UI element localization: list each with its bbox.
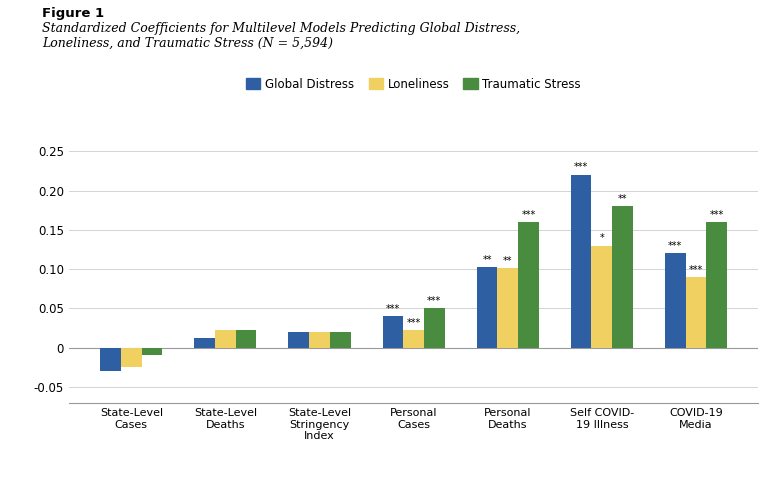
Bar <box>686 277 706 348</box>
Bar <box>424 308 445 348</box>
Text: ***: *** <box>386 304 400 314</box>
Bar <box>706 222 727 348</box>
Text: ***: *** <box>709 210 724 219</box>
Bar <box>571 175 591 348</box>
Text: Standardized Coefficients for Multilevel Models Predicting Global Distress,
Lone: Standardized Coefficients for Multilevel… <box>42 22 520 50</box>
Bar <box>309 332 330 348</box>
Legend: Global Distress, Loneliness, Traumatic Stress: Global Distress, Loneliness, Traumatic S… <box>241 73 586 96</box>
Bar <box>142 348 162 355</box>
Bar <box>236 330 257 348</box>
Bar <box>591 246 612 348</box>
Bar <box>215 330 236 348</box>
Text: **: ** <box>503 256 512 266</box>
Bar <box>665 253 686 348</box>
Bar <box>518 222 538 348</box>
Bar <box>403 330 424 348</box>
Text: **: ** <box>483 255 492 265</box>
Text: ***: *** <box>407 318 421 328</box>
Text: ***: *** <box>668 241 683 251</box>
Text: ***: *** <box>427 296 441 306</box>
Bar <box>121 348 142 367</box>
Bar <box>289 332 309 348</box>
Bar <box>612 206 633 348</box>
Bar <box>382 316 403 348</box>
Bar <box>100 348 121 371</box>
Bar <box>497 268 518 348</box>
Text: *: * <box>600 233 604 243</box>
Text: **: ** <box>618 194 627 204</box>
Bar <box>476 268 497 348</box>
Text: ***: *** <box>689 265 703 274</box>
Bar <box>195 338 215 348</box>
Bar <box>330 332 351 348</box>
Text: ***: *** <box>522 210 535 219</box>
Text: ***: *** <box>574 163 588 172</box>
Text: Figure 1: Figure 1 <box>42 7 104 20</box>
